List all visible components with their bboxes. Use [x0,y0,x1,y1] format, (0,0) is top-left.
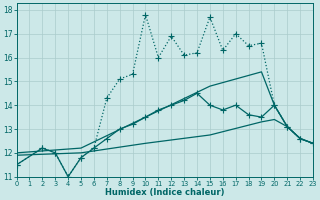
X-axis label: Humidex (Indice chaleur): Humidex (Indice chaleur) [105,188,225,197]
